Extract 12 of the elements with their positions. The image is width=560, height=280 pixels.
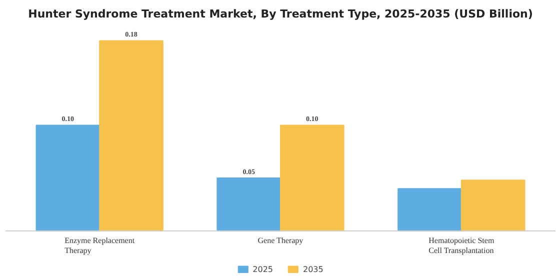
bar: [99, 40, 164, 232]
bar: [460, 180, 526, 232]
chart-title: Hunter Syndrome Treatment Market, By Treatment Type, 2025-2035 (USD Billion): [28, 8, 533, 20]
bar: [398, 188, 462, 232]
x-tick-label: Enzyme Replacement Therapy: [64, 236, 136, 255]
x-tick-label: Hematopoietic Stem Cell Transplantation: [428, 236, 495, 255]
x-tick-label: Gene Therapy: [258, 236, 304, 245]
bar: [216, 178, 281, 232]
legend-label: 2035: [303, 264, 324, 274]
bar: [280, 124, 344, 232]
bar: [36, 124, 100, 232]
legend-label: 2025: [252, 264, 273, 274]
